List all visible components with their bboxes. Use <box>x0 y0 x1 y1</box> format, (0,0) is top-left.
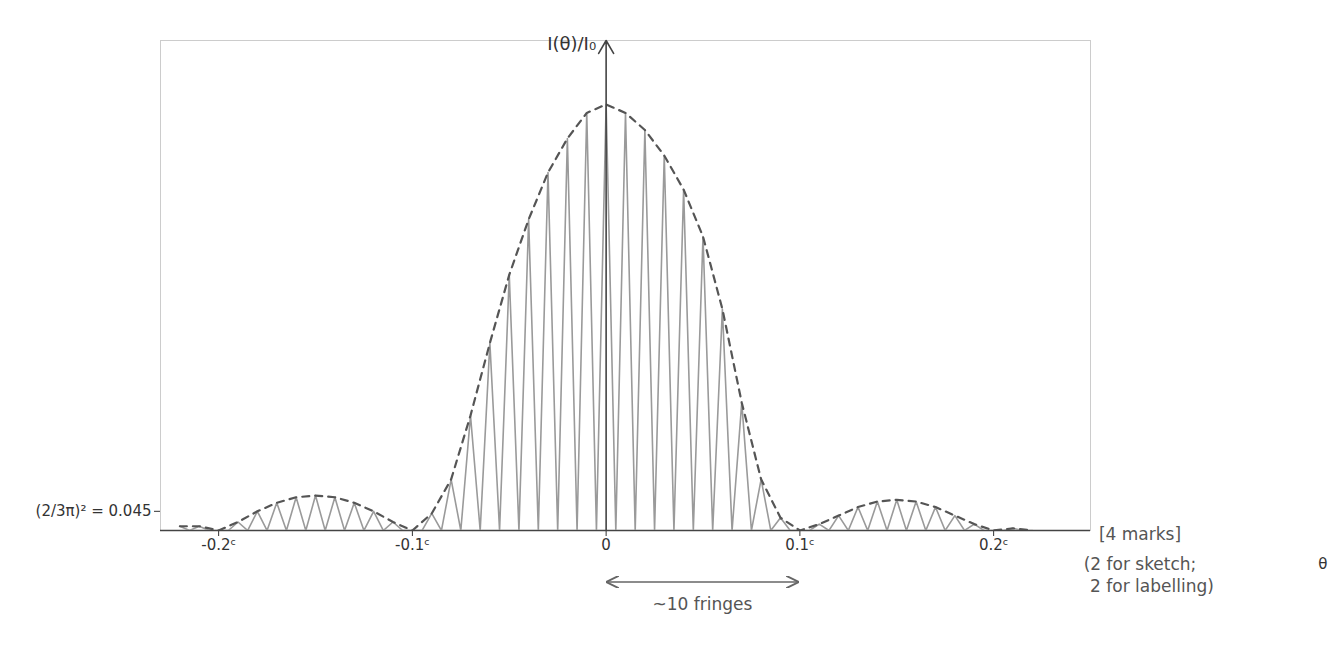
svg-text:[4 marks]: [4 marks] <box>1099 524 1181 544</box>
svg-text:0.1ᶜ: 0.1ᶜ <box>785 536 814 554</box>
svg-text:(2 for sketch;2 for labelling): (2 for sketch;2 for labelling) <box>1084 554 1214 596</box>
svg-text:-0.2ᶜ: -0.2ᶜ <box>201 536 236 554</box>
svg-text:0: 0 <box>601 536 611 554</box>
svg-text:(2/3π)² = 0.045: (2/3π)² = 0.045 <box>36 502 152 520</box>
svg-text:I(θ)/I₀: I(θ)/I₀ <box>547 33 596 54</box>
svg-text:~10 fringes: ~10 fringes <box>653 594 753 614</box>
svg-text:θ: θ <box>1318 555 1327 573</box>
svg-text:-0.1ᶜ: -0.1ᶜ <box>395 536 430 554</box>
svg-text:0.2ᶜ: 0.2ᶜ <box>979 536 1008 554</box>
